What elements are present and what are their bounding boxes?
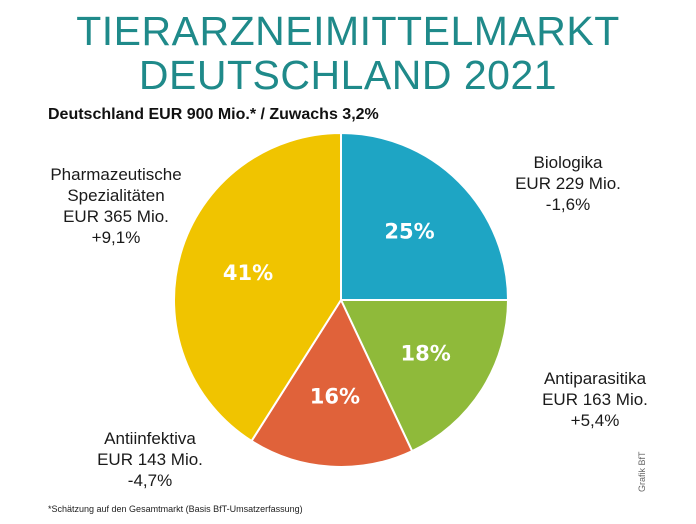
pie-slices [173, 131, 510, 468]
pie-slice-pharmazeutische-spezialitaeten [173, 131, 342, 443]
chart-title-line-2: DEUTSCHLAND 2021 [138, 52, 558, 98]
slice-label-line: -4,7% [127, 471, 173, 490]
slice-label-line: EUR 365 Mio. [63, 207, 169, 226]
pie-percent-labels: 25% 18% 16% 41% [223, 220, 451, 409]
pie-percent-biologika: 25% [384, 220, 434, 244]
slice-label-line: Antiparasitika [543, 369, 647, 388]
graphic-credit: Grafik BfT [637, 451, 647, 492]
slice-label-line: -1,6% [545, 195, 591, 214]
slice-label-line: Spezialitäten [67, 186, 165, 205]
slice-label-line: EUR 163 Mio. [542, 390, 648, 409]
slice-label-antiparasitika: Antiparasitika EUR 163 Mio. +5,4% [510, 368, 680, 431]
slice-label-line: Biologika [533, 153, 603, 172]
pie-slice-antiinfektiva [250, 297, 414, 468]
pie-percent-antiparasitika: 18% [400, 342, 450, 366]
chart-subtitle: Deutschland EUR 900 Mio.* / Zuwachs 3,2% [48, 106, 379, 123]
slice-label-pharmazeutische-spezialitaeten: Pharmazeutische Spezialitäten EUR 365 Mio.… [26, 164, 206, 248]
slice-label-line: EUR 143 Mio. [97, 450, 203, 469]
slice-label-antiinfektiva: Antiinfektiva EUR 143 Mio. -4,7% [70, 428, 230, 491]
pie-slice-antiparasitika [339, 299, 510, 453]
slice-label-line: +5,4% [570, 411, 620, 430]
pie-percent-pharmazeutische-spezialitaeten: 41% [223, 261, 273, 285]
slice-label-biologika: Biologika EUR 229 Mio. -1,6% [478, 152, 658, 215]
slice-label-line: Pharmazeutische [50, 165, 182, 184]
slice-label-line: Antiinfektiva [104, 429, 196, 448]
pie-percent-antiinfektiva: 16% [310, 385, 360, 409]
chart-title-line-1: TIERARZNEIMITTELMARKT [76, 8, 620, 54]
slice-label-line: EUR 229 Mio. [515, 174, 621, 193]
pie-slice-biologika [340, 131, 510, 301]
slice-label-line: +9,1% [91, 228, 141, 247]
footnote: *Schätzung auf den Gesamtmarkt (Basis Bf… [48, 504, 303, 514]
